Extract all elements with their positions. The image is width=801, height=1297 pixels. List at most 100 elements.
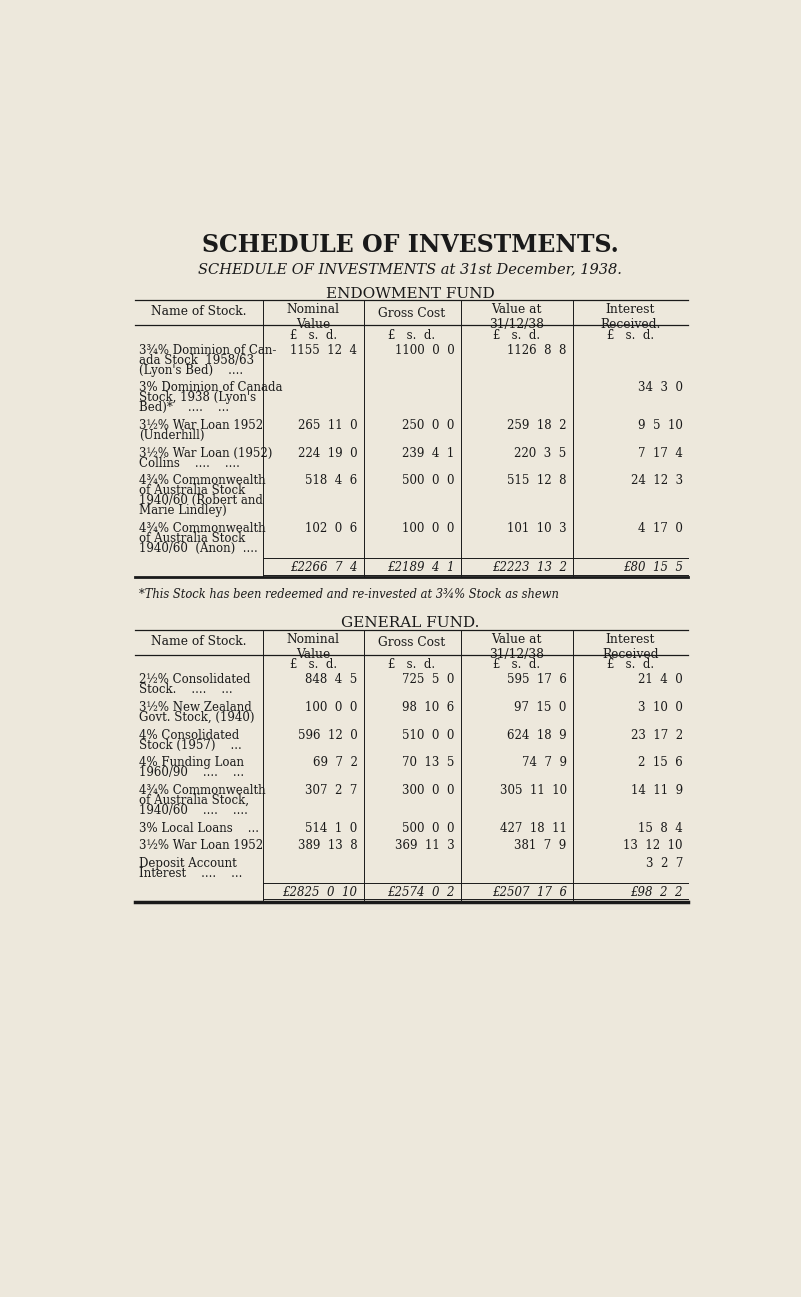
Text: of Australia Stock,: of Australia Stock, (139, 794, 249, 807)
Text: 427  18  11: 427 18 11 (500, 822, 566, 835)
Text: GENERAL FUND.: GENERAL FUND. (341, 616, 479, 630)
Text: 595  17  6: 595 17 6 (507, 673, 566, 686)
Text: Value at
31/12/38: Value at 31/12/38 (489, 303, 544, 332)
Text: ENDOWMENT FUND: ENDOWMENT FUND (326, 287, 494, 301)
Text: Stock.    ....    ...: Stock. .... ... (139, 684, 232, 696)
Text: 848  4  5: 848 4 5 (305, 673, 357, 686)
Text: 3½% War Loan 1952: 3½% War Loan 1952 (139, 419, 263, 432)
Text: Bed)*    ....    ...: Bed)* .... ... (139, 401, 229, 414)
Text: 13  12  10: 13 12 10 (623, 839, 683, 852)
Text: 3% Local Loans    ...: 3% Local Loans ... (139, 822, 259, 835)
Text: 500  0  0: 500 0 0 (402, 475, 454, 488)
Text: 74  7  9: 74 7 9 (521, 756, 566, 769)
Text: 307  2  7: 307 2 7 (305, 783, 357, 796)
Text: 1940/60    ....    ....: 1940/60 .... .... (139, 804, 248, 817)
Text: 4¾% Commonwealth: 4¾% Commonwealth (139, 523, 265, 536)
Text: Name of Stock.: Name of Stock. (151, 305, 246, 318)
Text: 4% Funding Loan: 4% Funding Loan (139, 756, 244, 769)
Text: £2507  17  6: £2507 17 6 (492, 886, 566, 899)
Text: 70  13  5: 70 13 5 (402, 756, 454, 769)
Text: 69  7  2: 69 7 2 (312, 756, 357, 769)
Text: 3  2  7: 3 2 7 (646, 857, 683, 870)
Text: £2266  7  4: £2266 7 4 (290, 562, 357, 575)
Text: 4¾% Commonwealth: 4¾% Commonwealth (139, 475, 265, 488)
Text: 3½% New Zealand: 3½% New Zealand (139, 700, 252, 713)
Text: 250  0  0: 250 0 0 (402, 419, 454, 432)
Text: 1940/60  (Anon)  ....: 1940/60 (Anon) .... (139, 542, 258, 555)
Text: 3½% War Loan (1952): 3½% War Loan (1952) (139, 446, 272, 459)
Text: SCHEDULE OF INVESTMENTS at 31st December, 1938.: SCHEDULE OF INVESTMENTS at 31st December… (198, 262, 622, 276)
Text: 34  3  0: 34 3 0 (638, 381, 683, 394)
Text: 624  18  9: 624 18 9 (507, 729, 566, 742)
Text: £   s.  d.: £ s. d. (606, 659, 654, 672)
Text: 100  0  0: 100 0 0 (402, 523, 454, 536)
Text: 23  17  2: 23 17 2 (631, 729, 683, 742)
Text: 1155  12  4: 1155 12 4 (291, 344, 357, 357)
Text: £   s.  d.: £ s. d. (606, 329, 654, 342)
Text: 15  8  4: 15 8 4 (638, 822, 683, 835)
Text: 239  4  1: 239 4 1 (402, 446, 454, 459)
Text: 381  7  9: 381 7 9 (514, 839, 566, 852)
Text: Name of Stock.: Name of Stock. (151, 634, 246, 647)
Text: 514  1  0: 514 1 0 (305, 822, 357, 835)
Text: 510  0  0: 510 0 0 (402, 729, 454, 742)
Text: 3½% War Loan 1952: 3½% War Loan 1952 (139, 839, 263, 852)
Text: £   s.  d.: £ s. d. (388, 329, 435, 342)
Text: £98  2  2: £98 2 2 (630, 886, 683, 899)
Text: 725  5  0: 725 5 0 (402, 673, 454, 686)
Text: £   s.  d.: £ s. d. (388, 659, 435, 672)
Text: 259  18  2: 259 18 2 (507, 419, 566, 432)
Text: 2  15  6: 2 15 6 (638, 756, 683, 769)
Text: £   s.  d.: £ s. d. (290, 329, 336, 342)
Text: 14  11  9: 14 11 9 (631, 783, 683, 796)
Text: *This Stock has been redeemed and re-invested at 3¾% Stock as shewn: *This Stock has been redeemed and re-inv… (139, 589, 559, 602)
Text: 24  12  3: 24 12 3 (631, 475, 683, 488)
Text: 3  10  0: 3 10 0 (638, 700, 683, 713)
Text: 1126  8  8: 1126 8 8 (507, 344, 566, 357)
Text: of Australia Stock: of Australia Stock (139, 485, 245, 498)
Text: £   s.  d.: £ s. d. (290, 659, 336, 672)
Text: £2574  0  2: £2574 0 2 (387, 886, 454, 899)
Text: Interest
Received.: Interest Received. (600, 303, 660, 332)
Text: 4¾% Commonwealth: 4¾% Commonwealth (139, 783, 265, 796)
Text: 3% Dominion of Canada: 3% Dominion of Canada (139, 381, 283, 394)
Text: £80  15  5: £80 15 5 (623, 562, 683, 575)
Text: Value at
31/12/38: Value at 31/12/38 (489, 633, 544, 661)
Text: (Lyon's Bed)    ....: (Lyon's Bed) .... (139, 363, 243, 376)
Text: Interest
Received: Interest Received (602, 633, 658, 661)
Text: of Australia Stock: of Australia Stock (139, 532, 245, 545)
Text: £2223  13  2: £2223 13 2 (492, 562, 566, 575)
Text: £2825  0  10: £2825 0 10 (283, 886, 357, 899)
Text: 265  11  0: 265 11 0 (298, 419, 357, 432)
Text: Nominal
Value: Nominal Value (287, 303, 340, 332)
Text: 4  17  0: 4 17 0 (638, 523, 683, 536)
Text: £2189  4  1: £2189 4 1 (387, 562, 454, 575)
Text: 596  12  0: 596 12 0 (298, 729, 357, 742)
Text: 500  0  0: 500 0 0 (402, 822, 454, 835)
Text: 518  4  6: 518 4 6 (305, 475, 357, 488)
Text: 98  10  6: 98 10 6 (402, 700, 454, 713)
Text: Interest    ....    ...: Interest .... ... (139, 868, 242, 881)
Text: 1100  0  0: 1100 0 0 (395, 344, 454, 357)
Text: 515  12  8: 515 12 8 (507, 475, 566, 488)
Text: 389  13  8: 389 13 8 (298, 839, 357, 852)
Text: 220  3  5: 220 3 5 (514, 446, 566, 459)
Text: (Underhill): (Underhill) (139, 429, 204, 442)
Text: 97  15  0: 97 15 0 (514, 700, 566, 713)
Text: 369  11  3: 369 11 3 (395, 839, 454, 852)
Text: 101  10  3: 101 10 3 (507, 523, 566, 536)
Text: 100  0  0: 100 0 0 (305, 700, 357, 713)
Text: 300  0  0: 300 0 0 (402, 783, 454, 796)
Text: 1960/90    ....    ...: 1960/90 .... ... (139, 767, 244, 779)
Text: 21  4  0: 21 4 0 (638, 673, 683, 686)
Text: £   s.  d.: £ s. d. (493, 659, 540, 672)
Text: 7  17  4: 7 17 4 (638, 446, 683, 459)
Text: 3¾% Dominion of Can-: 3¾% Dominion of Can- (139, 344, 276, 357)
Text: 4% Consolidated: 4% Consolidated (139, 729, 239, 742)
Text: 102  0  6: 102 0 6 (305, 523, 357, 536)
Text: 305  11  10: 305 11 10 (500, 783, 566, 796)
Text: £   s.  d.: £ s. d. (493, 329, 540, 342)
Text: Gross Cost: Gross Cost (378, 636, 445, 648)
Text: Stock, 1938 (Lyon's: Stock, 1938 (Lyon's (139, 392, 256, 405)
Text: Collins    ....    ....: Collins .... .... (139, 457, 239, 470)
